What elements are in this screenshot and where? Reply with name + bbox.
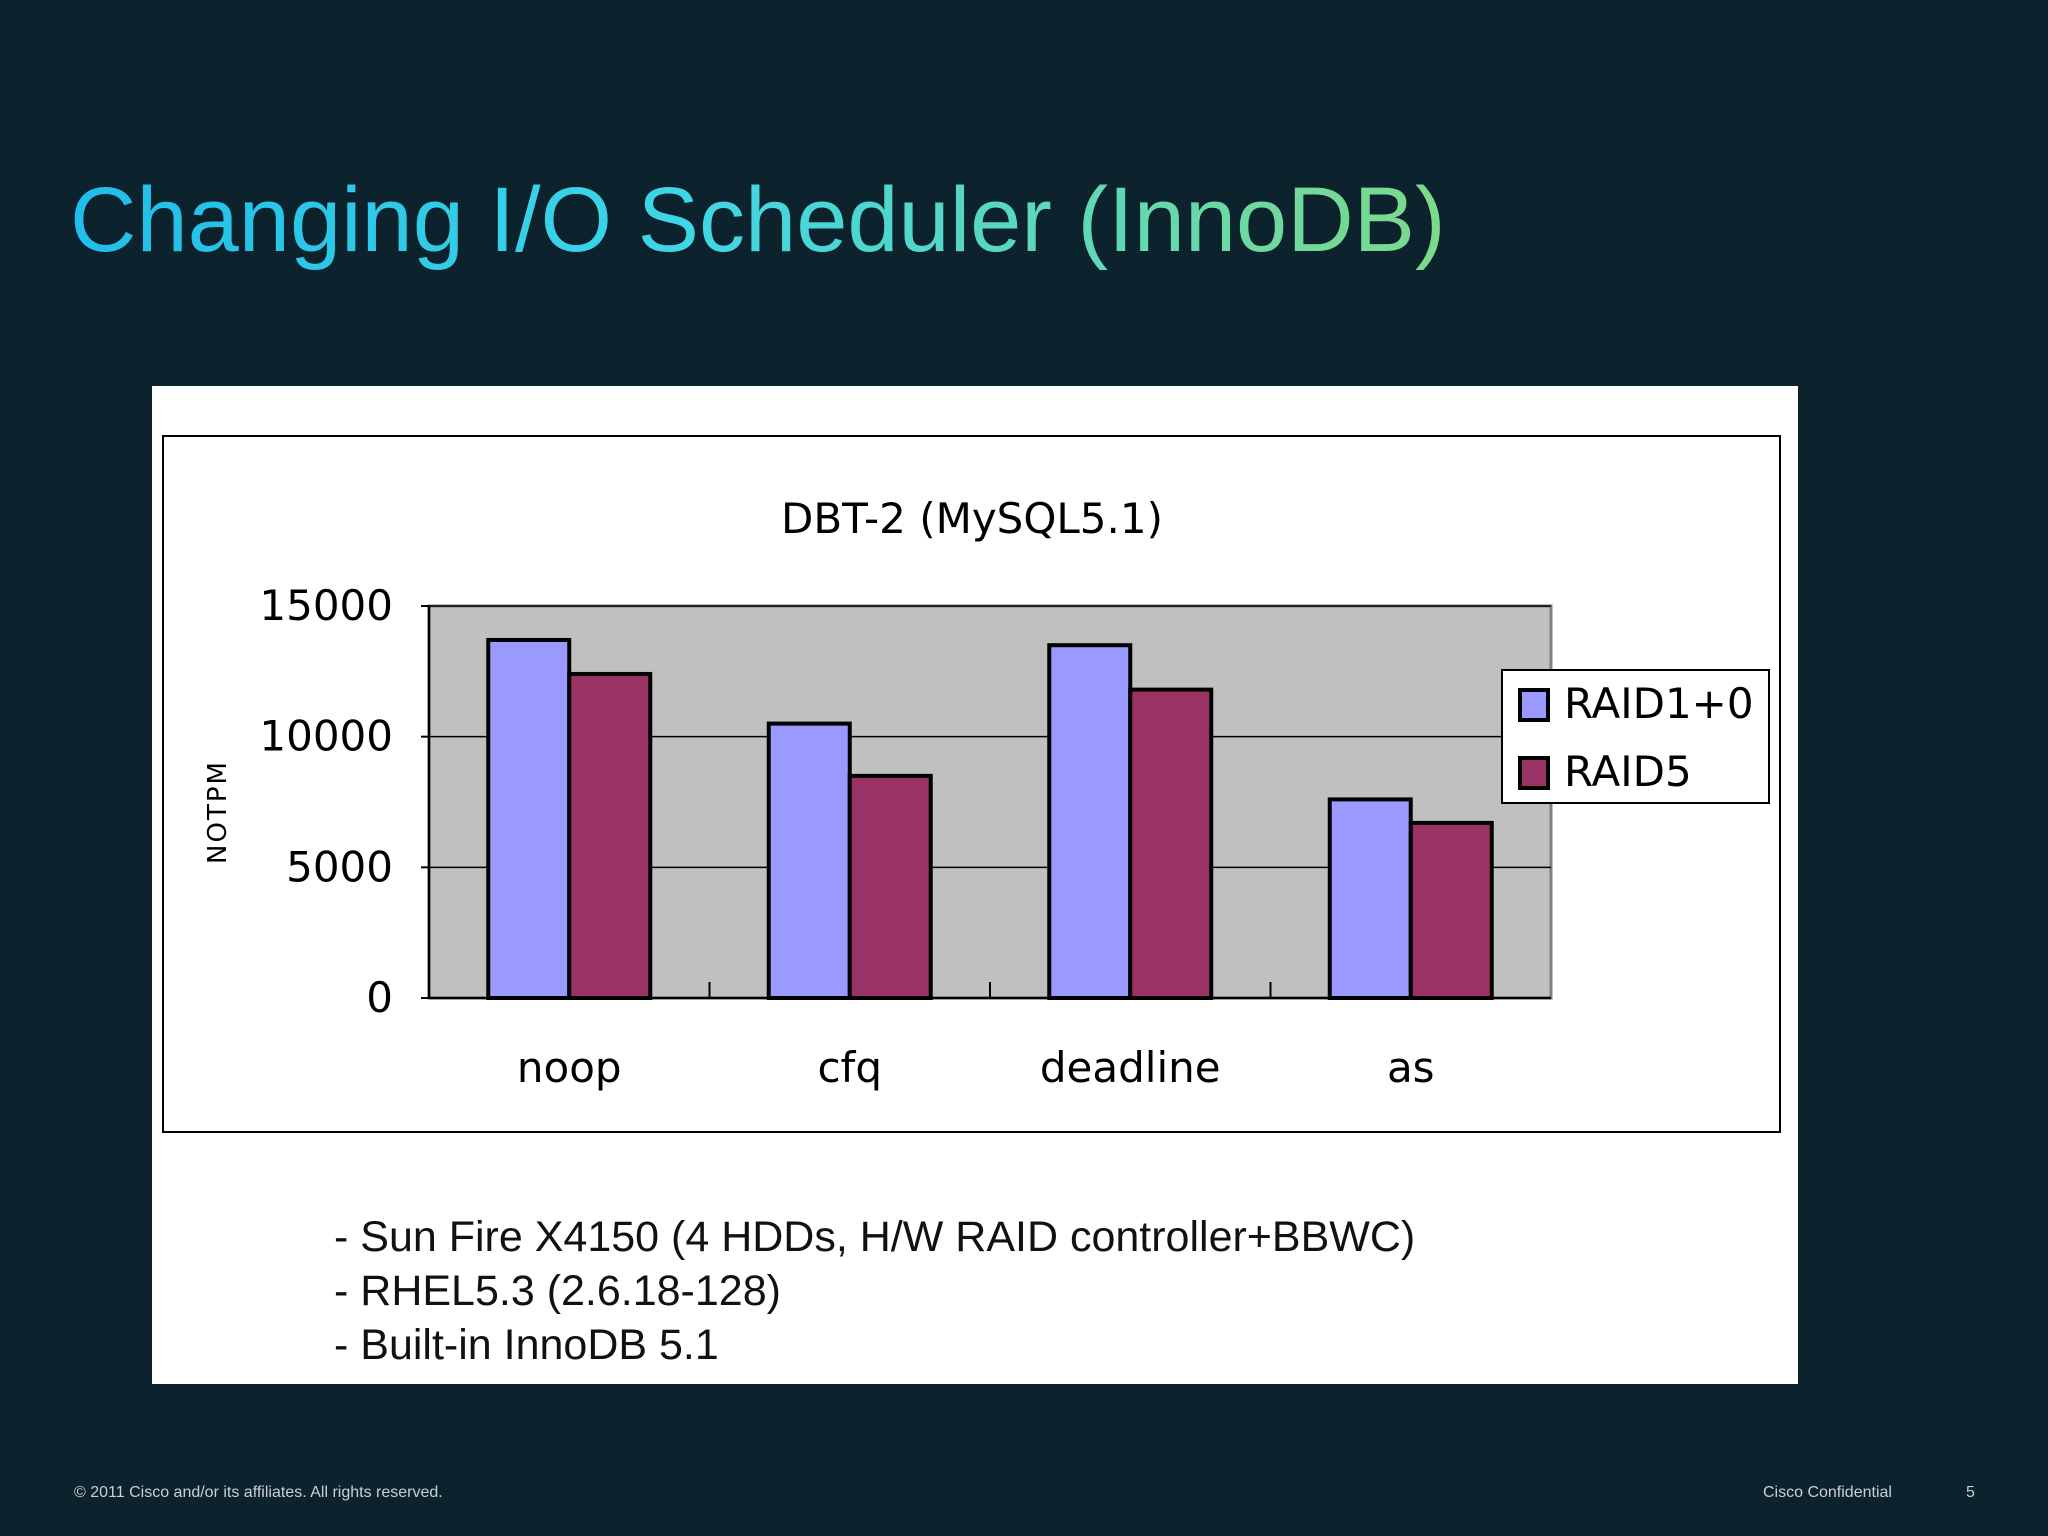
legend-label: RAID1+0 [1564, 679, 1754, 728]
legend-swatch-raid5 [1518, 756, 1550, 790]
bar-raid5-deadline [1128, 687, 1214, 1000]
bar-raid1-0-as [1327, 797, 1413, 1000]
x-tick-label: deadline [1040, 1043, 1221, 1092]
bar-raid1-0-deadline [1047, 643, 1133, 1000]
bar-raid1-0-cfq [766, 721, 852, 1000]
y-axis-label: NOTPM [203, 760, 233, 864]
note-hardware: - Sun Fire X4150 (4 HDDs, H/W RAID contr… [334, 1213, 1416, 1261]
bar-raid5-noop [567, 671, 653, 1001]
x-tick-label: as [1387, 1043, 1435, 1092]
bar-chart: DBT-2 (MySQL5.1) 0 5000 10000 15000 NOTPM noop… [203, 494, 1770, 1092]
x-tick-label: noop [517, 1043, 622, 1092]
test-environment-notes: - Sun Fire X4150 (4 HDDs, H/W RAID contr… [334, 1210, 1415, 1372]
chart-frame: DBT-2 (MySQL5.1) 0 5000 10000 15000 NOTPM noop… [162, 435, 1781, 1133]
y-tick-label: 5000 [286, 842, 393, 891]
chart-title: DBT-2 (MySQL5.1) [781, 494, 1163, 543]
footer-copyright: © 2011 Cisco and/or its affiliates. All … [74, 1484, 443, 1501]
y-tick-label: 10000 [259, 712, 393, 761]
footer-confidential: Cisco Confidential [1763, 1484, 1892, 1501]
y-tick-label: 15000 [259, 581, 393, 630]
bar-raid1-0-noop [486, 637, 572, 1000]
bar-raid5-as [1408, 820, 1494, 1001]
legend-label: RAID5 [1564, 747, 1692, 796]
note-innodb: - Built-in InnoDB 5.1 [334, 1321, 719, 1369]
x-tick-label: cfq [817, 1043, 882, 1092]
slide-title: Changing I/O Scheduler (InnoDB) [70, 160, 1446, 280]
bar-raid5-cfq [847, 773, 933, 1000]
y-tick-label: 0 [366, 973, 393, 1022]
note-os: - RHEL5.3 (2.6.18-128) [334, 1267, 781, 1315]
footer-page-number: 5 [1966, 1484, 1975, 1501]
legend-swatch-raid1-0 [1518, 688, 1550, 722]
chart-figure: DBT-2 (MySQL5.1) 0 5000 10000 15000 NOTPM noop… [152, 386, 1798, 1384]
